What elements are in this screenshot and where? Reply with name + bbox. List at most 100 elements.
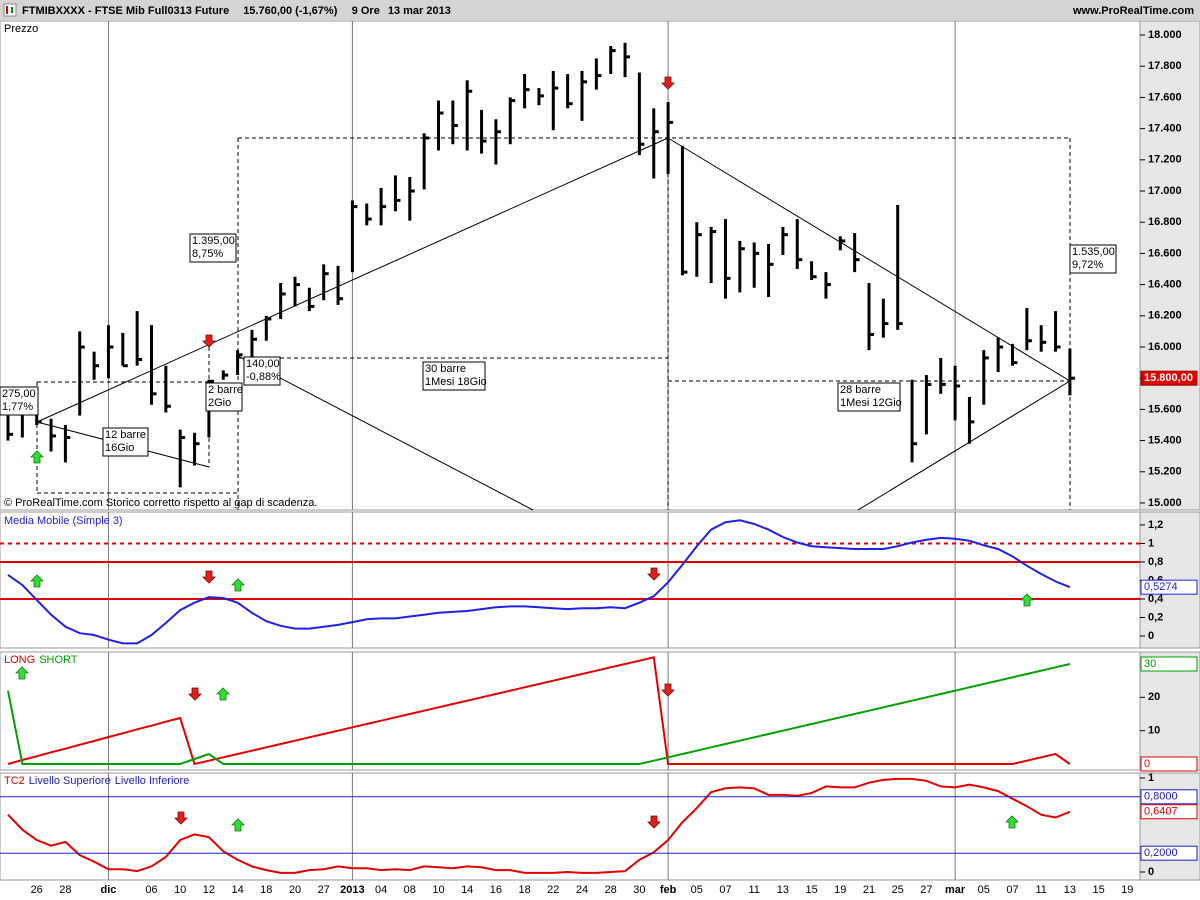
axis-area [1139, 20, 1200, 511]
panel-label: Prezzo [4, 23, 38, 35]
y-tick-label: 0 [1148, 866, 1154, 878]
y-tick-label: 1,2 [1148, 519, 1163, 531]
value-tag: 0,5274 [1140, 579, 1198, 595]
buy-arrow [231, 818, 245, 832]
y-tick-label: 0,8 [1148, 556, 1163, 568]
panel-title: Media Mobile (Simple 3) [4, 515, 123, 527]
y-tick-label: 16.000 [1148, 341, 1182, 353]
annotation-text: 1Mesi 12Gio [840, 397, 902, 409]
x-tick-label: 11 [748, 884, 759, 896]
buy-arrow [30, 450, 44, 464]
value-tag-box [1140, 656, 1198, 672]
footnote: © ProRealTime.com Storico corretto rispe… [4, 497, 317, 509]
x-tick-label: 14 [461, 884, 473, 896]
annotation-text: -0,88% [246, 371, 281, 383]
source: www.ProRealTime.com [1072, 5, 1194, 17]
legend-entry: LONG [4, 654, 35, 666]
y-tick-label: 20 [1148, 691, 1160, 703]
x-tick-label: 07 [719, 884, 731, 896]
value-tag-label: 15.800,00 [1144, 372, 1193, 384]
x-tick-label: 07 [1006, 884, 1018, 896]
x-tick-label: 14 [231, 884, 243, 896]
annotation-text: 1Mesi 18Gio [425, 376, 487, 388]
y-tick-label: 16.600 [1148, 247, 1182, 259]
x-tick-label: dic [100, 884, 116, 896]
sell-arrow [647, 567, 661, 581]
x-tick-label: 10 [174, 884, 186, 896]
y-tick-label: 1 [1148, 537, 1154, 549]
x-tick-label: 05 [691, 884, 703, 896]
trend-lines [36, 137, 1071, 511]
plot-area [0, 772, 1141, 881]
annotation-box [0, 386, 39, 416]
y-tick-label: 0,2 [1148, 611, 1163, 623]
annotation-text: 275,00 [2, 388, 36, 400]
x-tick-label: 2013 [340, 884, 364, 896]
sell-arrow [661, 683, 675, 697]
annotation-text: 8,75% [192, 248, 223, 260]
plot-area [0, 651, 1141, 771]
annotation-text: 2 barre [208, 384, 243, 396]
sell-arrow [202, 570, 216, 584]
symbol: FTMIBXXXX - FTSE Mib Full0313 Future [22, 5, 229, 17]
annotation-box [102, 427, 149, 457]
x-tick-label: 20 [289, 884, 301, 896]
annotation-box [1069, 244, 1117, 274]
x-tick-label: 27 [920, 884, 932, 896]
value-tag-box [1140, 789, 1198, 805]
y-tick-label: 17.800 [1148, 60, 1182, 72]
value-tag: 30 [1140, 656, 1198, 672]
annotation-text: 1.395,00 [192, 235, 235, 247]
sell-arrow [647, 815, 661, 829]
date: 13 mar 2013 [388, 5, 451, 17]
value-tag-box [1140, 804, 1198, 820]
x-tick-label: 25 [892, 884, 904, 896]
x-tick-label: 05 [978, 884, 990, 896]
annotation-box [189, 233, 237, 263]
x-tick-label: 15 [1092, 884, 1104, 896]
x-tick-label: 10 [432, 884, 444, 896]
legend-entry: SHORT [39, 654, 78, 666]
legend-entry: Livello Inferiore [115, 775, 190, 787]
x-tick-label: 18 [518, 884, 530, 896]
timeframe: 9 Ore [352, 5, 380, 17]
value-tag-label: 0,5274 [1144, 581, 1178, 593]
annotation-text: 9,72% [1072, 259, 1103, 271]
value-tag-box [1140, 845, 1198, 861]
y-tick-label: 17.600 [1148, 91, 1182, 103]
y-tick-label: 17.000 [1148, 185, 1182, 197]
y-tick-label: 16.200 [1148, 310, 1182, 322]
x-tick-label: 18 [260, 884, 272, 896]
x-tick-label: 28 [605, 884, 617, 896]
x-tick-label: feb [660, 884, 677, 896]
annotation-text: 12 barre [105, 429, 146, 441]
buy-arrow [30, 574, 44, 588]
x-tick-label: 08 [404, 884, 416, 896]
y-tick-label: 0 [1148, 630, 1154, 642]
y-tick-label: 0,4 [1148, 593, 1164, 605]
plot-area [0, 511, 1141, 649]
x-tick-label: 15 [805, 884, 817, 896]
y-tick-label: 15.400 [1148, 434, 1182, 446]
x-tick-label: 06 [145, 884, 157, 896]
value-tag-box [1140, 579, 1198, 595]
x-tick-label: 16 [490, 884, 502, 896]
x-tick-label: 28 [59, 884, 71, 896]
y-tick-label: 10 [1148, 725, 1160, 737]
y-tick-label: 16.800 [1148, 216, 1182, 228]
x-tick-label: 19 [1121, 884, 1133, 896]
value-tag-box [1140, 370, 1198, 386]
y-tick-label: 1 [1148, 772, 1154, 784]
annotation-text: 28 barre [840, 384, 881, 396]
series-line [7, 663, 1071, 765]
annotation-text: 140,00 [246, 358, 280, 370]
value-tag-label: 30 [1144, 658, 1156, 670]
y-tick-label: 15.000 [1148, 497, 1182, 509]
series-line [7, 519, 1071, 645]
x-tick-label: mar [945, 884, 966, 896]
x-tick-label: 21 [863, 884, 875, 896]
quote: 15.760,00 (-1,67%) [243, 5, 338, 17]
header-bar [0, 0, 1200, 20]
series-line [7, 656, 1071, 766]
